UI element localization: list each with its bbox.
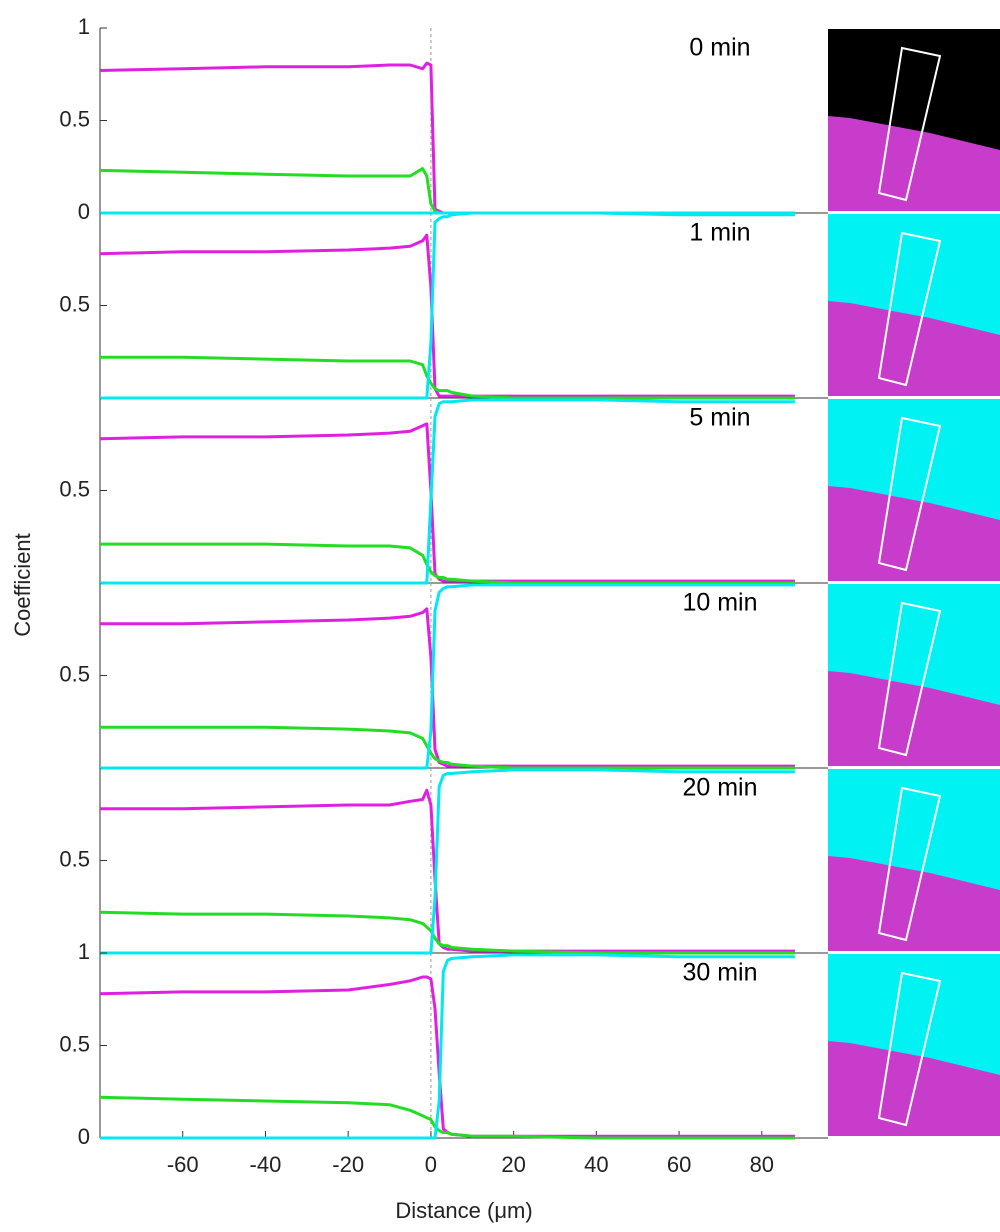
data-line [100, 169, 795, 213]
data-line [100, 977, 795, 1136]
y-tick-label: 0.5 [59, 661, 90, 686]
panel-title: 30 min [682, 959, 757, 987]
x-tick-label: 80 [750, 1152, 774, 1177]
x-axis-label: Distance (μm) [395, 1198, 532, 1223]
thumbnail [828, 769, 1000, 951]
figure: Coefficient Distance (μm) 00.510 min0.51… [0, 0, 1000, 1227]
x-tick-label: -20 [332, 1152, 364, 1177]
panel-title: 10 min [682, 589, 757, 617]
x-tick-label: 20 [501, 1152, 525, 1177]
y-tick-label: 1 [78, 939, 90, 964]
y-tick-label: 0 [78, 199, 90, 224]
data-line [100, 544, 795, 583]
y-tick-label: 0.5 [59, 106, 90, 131]
data-line [100, 63, 795, 213]
data-line [100, 357, 795, 398]
data-line [100, 424, 795, 581]
y-tick-label: 0.5 [59, 476, 90, 501]
data-line [100, 235, 795, 396]
y-tick-label: 0 [78, 1124, 90, 1149]
thumbnail [828, 214, 1000, 396]
panel-title: 20 min [682, 774, 757, 802]
y-tick-label: 0.5 [59, 846, 90, 871]
y-tick-label: 0.5 [59, 291, 90, 316]
y-tick-label: 0.5 [59, 1031, 90, 1056]
panel-title: 1 min [689, 219, 750, 247]
thumbnail [828, 954, 1000, 1136]
panel-title: 0 min [689, 34, 750, 62]
thumbnail [828, 29, 1000, 211]
data-line [100, 790, 795, 951]
data-line [100, 727, 795, 768]
x-tick-label: 40 [584, 1152, 608, 1177]
data-line [100, 1097, 795, 1138]
data-line [100, 609, 795, 766]
x-tick-label: -40 [250, 1152, 282, 1177]
x-tick-label: 60 [667, 1152, 691, 1177]
data-line [100, 912, 795, 953]
thumbnail [828, 584, 1000, 766]
x-tick-label: -60 [167, 1152, 199, 1177]
y-axis-label: Coefficient [10, 533, 35, 637]
panel-title: 5 min [689, 404, 750, 432]
y-tick-label: 1 [78, 14, 90, 39]
x-tick-label: 0 [425, 1152, 437, 1177]
thumbnail [828, 399, 1000, 581]
